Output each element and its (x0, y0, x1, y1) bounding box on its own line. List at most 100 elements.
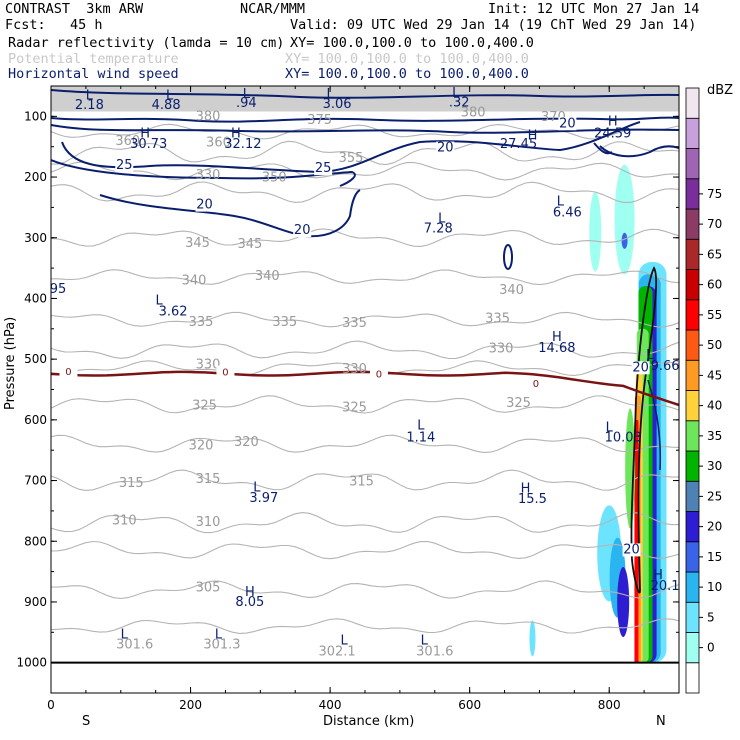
model-title: CONTRAST 3km ARW (5, 1, 144, 17)
wind-isotach (51, 159, 356, 187)
field-xy-wind: XY= 100.0,100.0 to 100.0,400.0 (285, 66, 529, 82)
theta-label: 375 (307, 113, 332, 128)
extremum-marker: L (421, 633, 429, 648)
theta-label: 330 (196, 357, 221, 372)
theta-label: 340 (499, 283, 524, 298)
zero-label-bg (526, 377, 545, 391)
south-label: S (82, 714, 90, 729)
y-tick-label: 700 (24, 474, 47, 488)
theta-label: 335 (272, 315, 297, 330)
wind-label-bg (195, 198, 214, 212)
wind-label-bg (115, 159, 134, 173)
extremum-marker: H (552, 330, 562, 345)
theta-line (51, 434, 679, 453)
wind-isotach (61, 121, 641, 174)
colorbar-label: 70 (707, 217, 722, 231)
theta-line (51, 269, 679, 286)
extremum-marker: H (608, 114, 618, 129)
theta-label: 320 (189, 439, 214, 454)
colorbar-swatch (685, 480, 700, 512)
theta-line (51, 618, 679, 634)
field-xy-theta: XY= 100.0,100.0 to 100.0,400.0 (285, 51, 529, 67)
theta-label: 330 (342, 362, 367, 377)
colorbar-swatch (685, 601, 700, 633)
theta-line (51, 311, 679, 328)
theta-label: 380 (461, 105, 486, 120)
wind-value: 30.73 (130, 137, 167, 152)
wind-value: 3.62 (159, 304, 188, 319)
extremum-marker: L (557, 195, 565, 210)
wind-value: 27.45 (500, 137, 537, 152)
wind-value: 8.05 (235, 595, 264, 610)
wind-value: 15.5 (518, 492, 547, 507)
colorbar-label: 5 (707, 610, 715, 624)
colorbar-swatch (685, 178, 700, 210)
theta-label: 340 (182, 273, 207, 288)
wind-isotach (51, 124, 679, 134)
refl-anvil-1 (614, 164, 635, 275)
theta-label: 310 (112, 513, 137, 528)
wind-label: 20 (196, 198, 213, 213)
colorbar-label: 75 (707, 187, 722, 201)
wind-label: 20 (623, 542, 640, 557)
theta-label: 345 (237, 237, 262, 252)
colorbar-swatch (685, 269, 700, 301)
colorbar-swatch (685, 632, 700, 664)
zero-label: 0 (65, 367, 71, 378)
zero-label: 0 (222, 368, 228, 379)
theta-label: 340 (255, 269, 280, 284)
theta-line (51, 340, 679, 360)
colorbar-label: 45 (707, 368, 722, 382)
theta-line (51, 580, 679, 600)
colorbar-label: 35 (707, 429, 722, 443)
extremum-marker: L (253, 480, 261, 495)
x-tick-label: 800 (598, 698, 621, 712)
colorbar-label: 65 (707, 247, 722, 261)
theta-line (51, 161, 679, 181)
wind-value: 10.03 (605, 431, 642, 446)
wind-label: 25 (116, 158, 133, 173)
north-label: N (656, 714, 666, 729)
y-axis-label: Pressure (hPa) (3, 317, 18, 410)
wind-value: 3.06 (323, 97, 352, 112)
theta-line (51, 123, 679, 140)
colorbar-label: 10 (707, 580, 722, 594)
theta-label: 315 (119, 476, 144, 491)
theta-label: 360 (206, 136, 231, 151)
wind-isotach (51, 89, 679, 99)
y-tick-label: 900 (24, 595, 47, 609)
field-xy-reflectivity: XY= 100.0,100.0 to 100.0,400.0 (290, 35, 534, 51)
theta-contours (51, 123, 679, 634)
extremum-marker: L (86, 88, 94, 103)
colorbar-swatch (685, 117, 700, 149)
zero-label: 0 (376, 369, 382, 380)
wind-value: 6.46 (553, 206, 582, 221)
center-label: NCAR/MMM (240, 1, 306, 17)
theta-value: 301.6 (116, 638, 153, 653)
colorbar-label: 50 (707, 338, 722, 352)
zero-label: 0 (533, 379, 539, 390)
extremum-marker: L (121, 627, 129, 642)
extremum-marker: L (215, 627, 223, 642)
wind-value: 20.1 (651, 579, 680, 594)
theta-label: 315 (349, 474, 374, 489)
y-tick-label: 100 (24, 109, 47, 123)
theta-label: 360 (115, 134, 140, 149)
colorbar-swatch (685, 208, 700, 240)
extremum-marker: L (438, 212, 446, 227)
theta-line (51, 512, 679, 534)
colorbar-swatch (685, 662, 700, 694)
colorbar-label: 40 (707, 399, 722, 413)
theta-label: 305 (196, 581, 221, 596)
upper-theta-band (51, 86, 679, 112)
theta-line (51, 360, 679, 376)
wind-value: 14.68 (538, 341, 575, 356)
theta-label: 325 (192, 399, 217, 414)
x-tick-label: 400 (319, 698, 342, 712)
wind-value: 2.18 (75, 98, 104, 113)
extremum-marker: H (245, 585, 255, 600)
extremum-marker: H (521, 482, 531, 497)
y-tick-label: 800 (24, 534, 47, 548)
